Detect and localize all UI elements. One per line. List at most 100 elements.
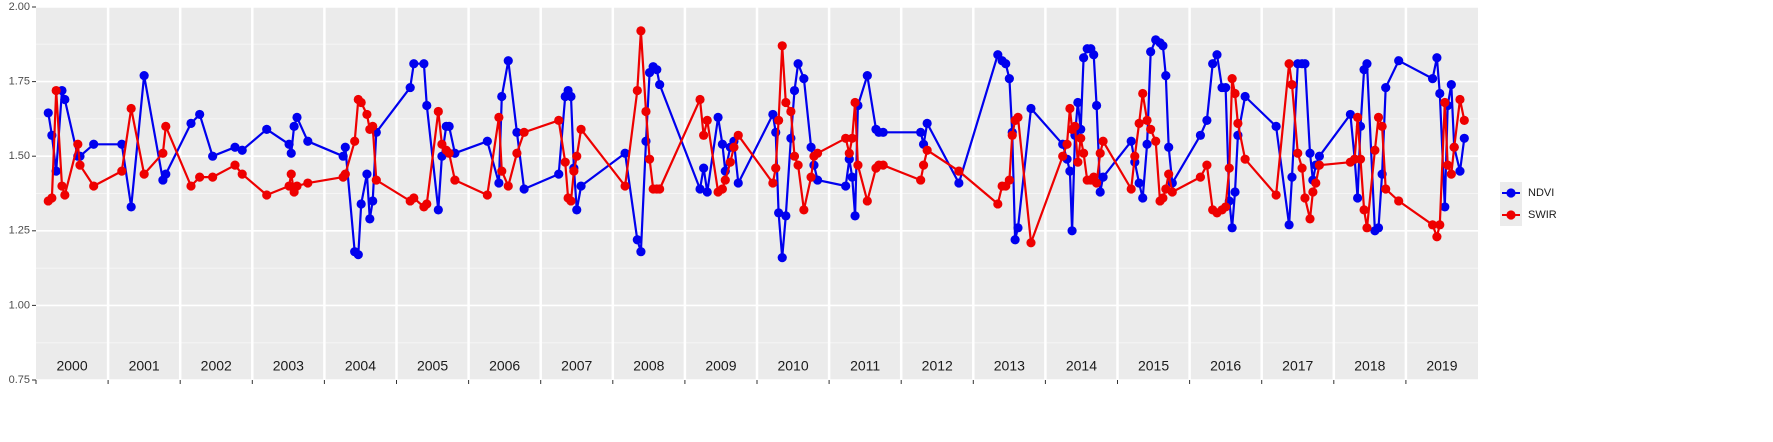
x-tick-label: 2017 bbox=[1282, 358, 1313, 374]
point bbox=[774, 115, 784, 125]
point bbox=[847, 133, 857, 143]
point bbox=[362, 109, 372, 120]
x-tick-label: 2001 bbox=[129, 358, 160, 374]
point bbox=[806, 172, 816, 182]
point bbox=[362, 169, 372, 179]
point bbox=[1432, 53, 1442, 63]
y-tick-label: 2.00 bbox=[9, 1, 30, 13]
x-tick-label: 2009 bbox=[705, 358, 736, 374]
point bbox=[922, 118, 932, 128]
point bbox=[409, 193, 419, 203]
point bbox=[853, 160, 863, 170]
point bbox=[1230, 187, 1240, 197]
point bbox=[1151, 136, 1161, 146]
point bbox=[862, 196, 872, 206]
point bbox=[1138, 88, 1148, 99]
point bbox=[368, 121, 378, 131]
point bbox=[554, 115, 564, 125]
x-tick-label: 2007 bbox=[561, 358, 592, 374]
point bbox=[1026, 103, 1036, 114]
x-tick-label: 2016 bbox=[1210, 358, 1241, 374]
point bbox=[1446, 169, 1456, 179]
point bbox=[57, 181, 67, 191]
point bbox=[1359, 205, 1369, 215]
point bbox=[1297, 163, 1307, 173]
point bbox=[922, 145, 932, 155]
point bbox=[289, 121, 299, 131]
point bbox=[117, 166, 127, 176]
point bbox=[799, 74, 809, 84]
point bbox=[1394, 196, 1404, 206]
point bbox=[73, 139, 83, 149]
point bbox=[1373, 112, 1384, 123]
point bbox=[1427, 220, 1438, 230]
point bbox=[655, 79, 665, 90]
point bbox=[1240, 154, 1250, 164]
point bbox=[186, 181, 196, 191]
point bbox=[781, 97, 791, 108]
point bbox=[702, 187, 712, 197]
point bbox=[237, 145, 247, 155]
point bbox=[1062, 139, 1072, 149]
point bbox=[1314, 160, 1324, 170]
point bbox=[850, 97, 860, 108]
point bbox=[512, 127, 522, 137]
point bbox=[208, 151, 218, 161]
point bbox=[717, 139, 727, 149]
point bbox=[482, 190, 492, 200]
point bbox=[789, 85, 800, 96]
point bbox=[1126, 184, 1136, 194]
point bbox=[1377, 121, 1387, 131]
point bbox=[1240, 91, 1250, 102]
point bbox=[262, 190, 272, 200]
point bbox=[1362, 59, 1372, 69]
x-tick-label: 2008 bbox=[633, 358, 664, 374]
point bbox=[702, 115, 712, 125]
point bbox=[1314, 151, 1324, 161]
point bbox=[572, 151, 582, 161]
point bbox=[1227, 223, 1237, 233]
point bbox=[862, 71, 872, 81]
legend-point bbox=[1506, 210, 1516, 220]
point bbox=[405, 82, 415, 93]
point bbox=[789, 151, 800, 161]
y-tick-label: 1.50 bbox=[9, 150, 30, 162]
point bbox=[786, 106, 796, 117]
point bbox=[841, 181, 851, 191]
point bbox=[303, 136, 313, 146]
point bbox=[1098, 172, 1108, 182]
x-tick-label: 2004 bbox=[345, 358, 376, 374]
point bbox=[1381, 184, 1391, 194]
series-line bbox=[47, 38, 1466, 259]
point bbox=[1073, 157, 1083, 167]
point bbox=[303, 178, 313, 188]
point bbox=[497, 166, 507, 176]
point bbox=[1227, 74, 1237, 84]
point bbox=[1443, 160, 1453, 170]
point bbox=[1440, 202, 1450, 212]
point bbox=[566, 91, 576, 102]
point bbox=[237, 169, 247, 179]
point bbox=[844, 148, 854, 158]
point bbox=[1373, 223, 1384, 233]
point bbox=[725, 157, 735, 167]
point bbox=[1073, 97, 1083, 108]
point bbox=[916, 175, 926, 185]
point bbox=[161, 169, 171, 179]
point bbox=[841, 133, 851, 143]
x-tick-label: 2006 bbox=[489, 358, 520, 374]
point bbox=[1013, 223, 1023, 233]
point bbox=[365, 214, 375, 224]
point bbox=[1427, 74, 1438, 84]
point bbox=[1224, 163, 1234, 173]
point bbox=[1287, 172, 1297, 182]
point bbox=[777, 253, 787, 263]
point bbox=[1195, 130, 1206, 140]
point bbox=[620, 181, 630, 191]
point bbox=[60, 94, 70, 105]
point bbox=[126, 103, 136, 114]
point bbox=[1138, 193, 1148, 203]
point bbox=[560, 157, 570, 167]
point bbox=[1459, 133, 1469, 143]
